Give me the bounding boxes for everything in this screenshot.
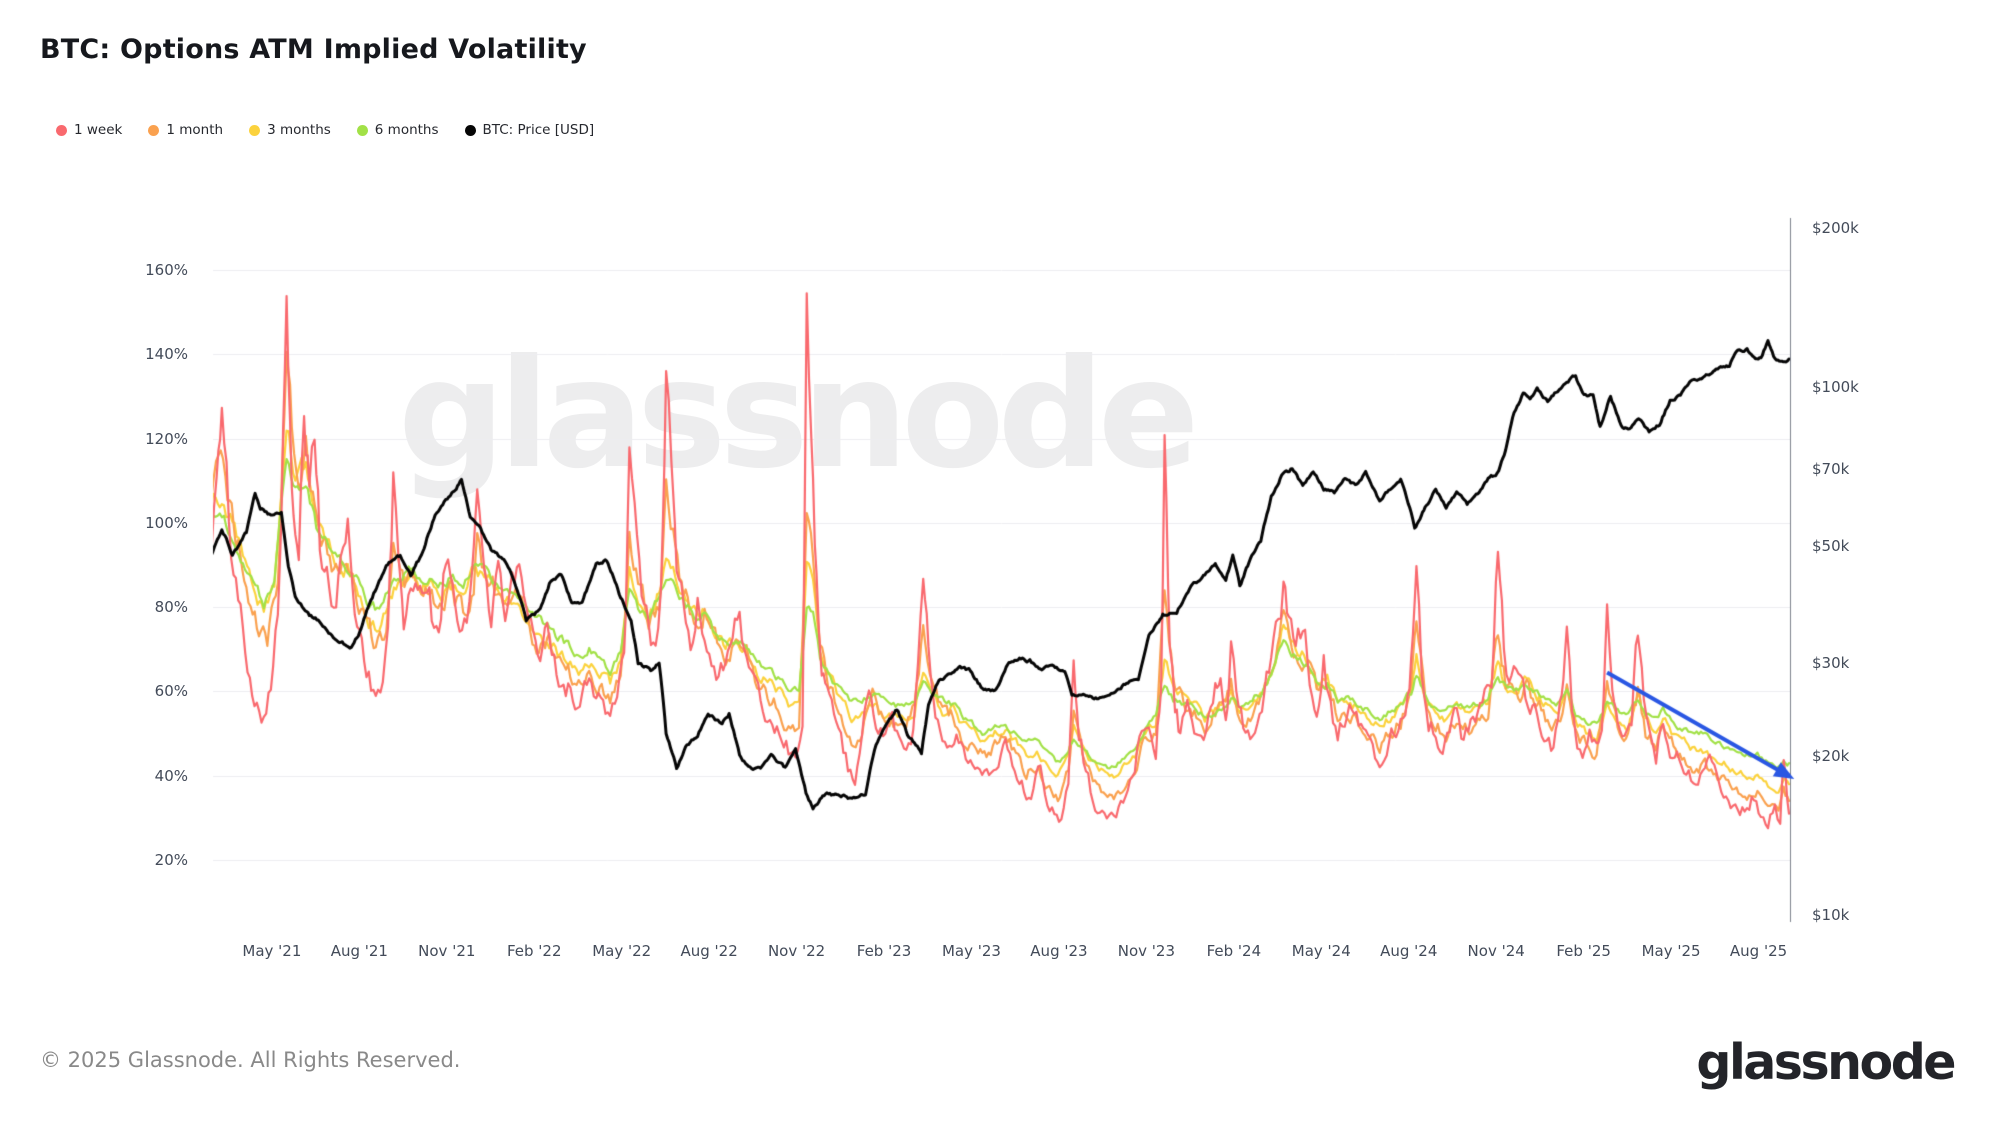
y-axis-right-tick-label: $30k [1812, 654, 1850, 673]
y-axis-left-tick-label: 140% [145, 345, 188, 364]
x-axis-tick-label: Aug '21 [330, 942, 388, 960]
x-axis-tick-label: Aug '25 [1729, 942, 1788, 960]
x-axis-tick-label: May '22 [592, 942, 652, 960]
x-axis-tick-label: May '23 [941, 942, 1001, 960]
x-axis-tick-label: Aug '23 [1030, 942, 1088, 960]
x-axis-tick-label: Feb '25 [1556, 942, 1611, 960]
y-axis-right-tick-label: $70k [1812, 459, 1850, 478]
y-axis-left-tick-label: 120% [145, 429, 188, 448]
x-axis-tick-label: Feb '24 [1206, 942, 1262, 960]
x-axis-tick-label: May '21 [242, 942, 302, 960]
y-axis-right-tick-label: $50k [1812, 536, 1850, 555]
y-axis-left-tick-label: 80% [154, 598, 188, 617]
y-axis-left-tick-label: 20% [154, 851, 188, 869]
x-axis-tick-label: Nov '22 [767, 942, 826, 960]
y-axis-right-tick-label: $200k [1812, 219, 1859, 238]
y-axis-left-tick-label: 100% [145, 513, 188, 532]
y-axis-right-tick-label: $100k [1812, 378, 1859, 396]
x-axis-tick-label: Feb '22 [506, 942, 562, 960]
x-axis-tick-label: May '25 [1641, 942, 1701, 960]
x-axis-tick-label: Feb '23 [856, 942, 912, 960]
y-axis-left-tick-label: 60% [154, 682, 188, 701]
x-axis-tick-label: Nov '23 [1117, 942, 1176, 960]
y-axis-left-tick-label: 160% [145, 261, 188, 279]
y-axis-right-tick-label: $10k [1812, 906, 1850, 924]
x-axis-tick-label: Aug '22 [680, 942, 738, 960]
x-axis-tick-label: May '24 [1291, 942, 1351, 960]
x-axis-tick-label: Nov '21 [418, 942, 476, 960]
y-axis-right-tick-label: $20k [1812, 747, 1850, 766]
x-axis-tick-label: Aug '24 [1380, 942, 1438, 960]
x-axis-tick-label: Nov '24 [1467, 942, 1525, 960]
y-axis-left-tick-label: 40% [154, 766, 188, 785]
